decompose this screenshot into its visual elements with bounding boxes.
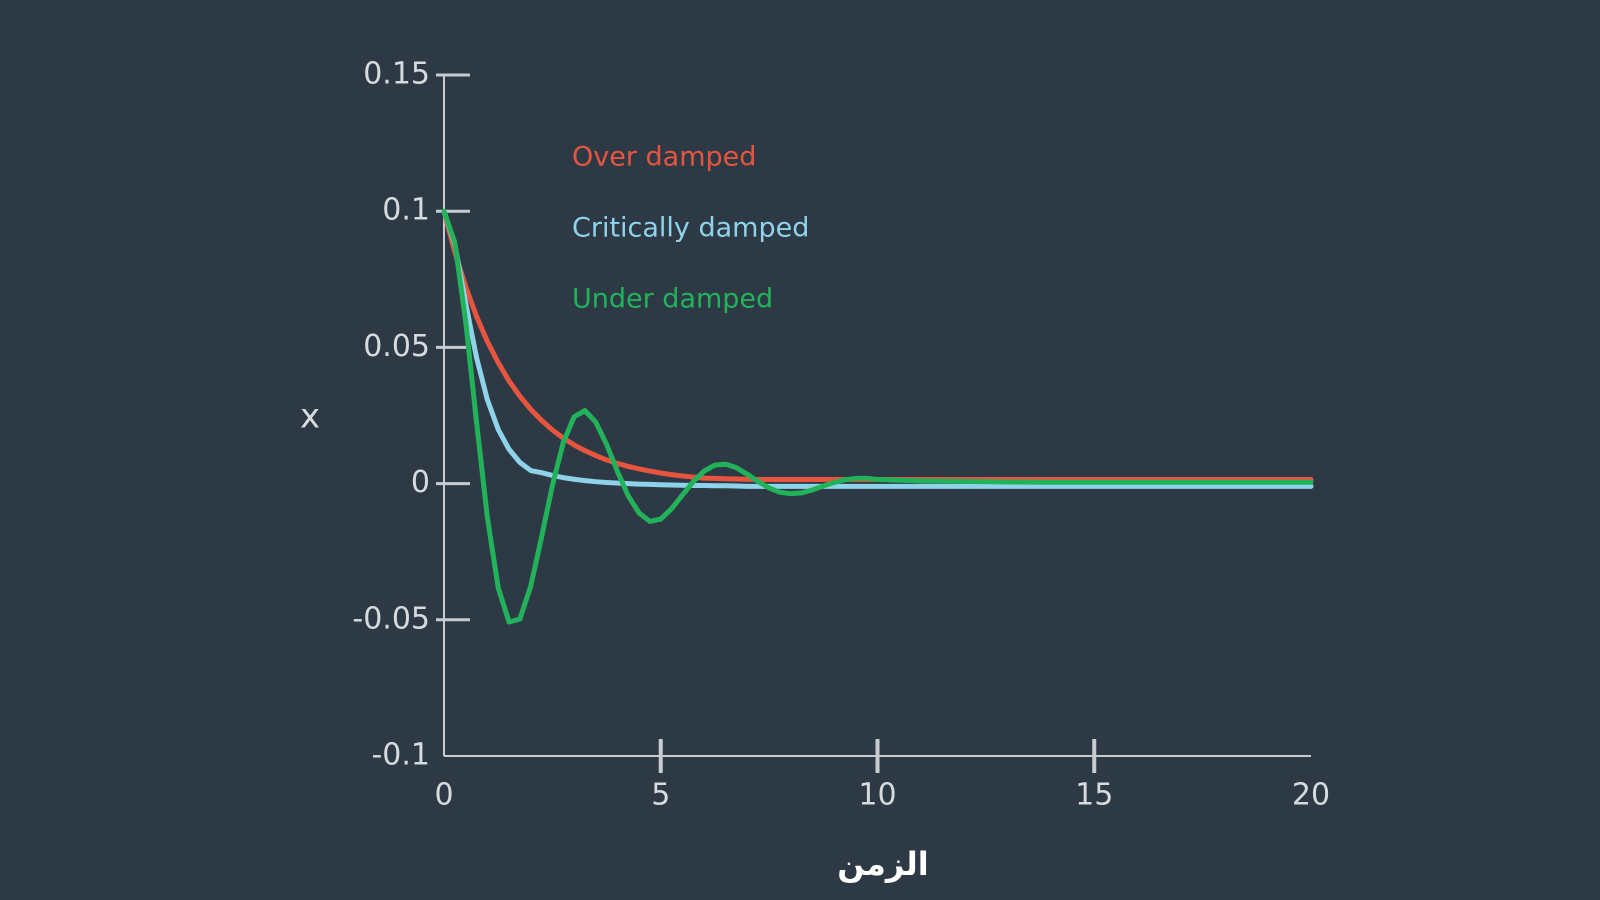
x-tick-label: 20	[1292, 778, 1330, 813]
x-axis-label: الزمن	[837, 845, 929, 883]
y-tick-label: 0.15	[363, 57, 430, 92]
y-tick-label: 0	[411, 465, 430, 500]
legend-label: Over damped	[572, 142, 756, 173]
x-tick-label: 15	[1075, 778, 1113, 813]
series-line	[441, 208, 1314, 489]
y-axis-label: x	[300, 397, 320, 437]
y-tick-label: 0.1	[382, 193, 430, 228]
x-tick-label: 10	[858, 778, 896, 813]
legend-label: Critically damped	[572, 213, 809, 244]
legend-label: Under damped	[572, 284, 773, 315]
y-tick-label: -0.1	[371, 738, 430, 773]
x-tick-label: 0	[434, 778, 453, 813]
x-tick-label: 5	[651, 778, 670, 813]
series-line	[441, 208, 1314, 625]
y-tick-label: 0.05	[363, 329, 430, 364]
y-tick-label: -0.05	[352, 601, 430, 636]
